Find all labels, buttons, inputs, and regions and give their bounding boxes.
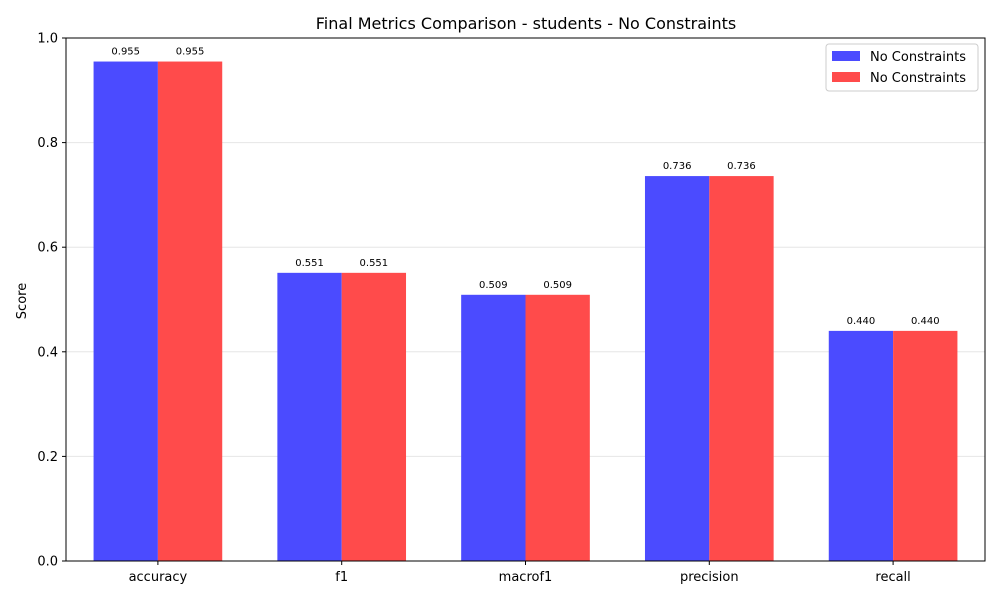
legend-swatch [832,72,860,82]
bar-f1-series-1 [277,272,342,561]
legend-swatch [832,51,860,61]
data-label: 0.736 [663,161,692,172]
x-tick-label: accuracy [129,570,188,585]
bar-recall-series-1 [828,330,894,561]
bar-macrof1-series-1 [461,294,526,561]
legend-box [825,43,979,92]
bar-accuracy-series-2 [157,61,223,561]
y-axis: 0.0 0.2 0.4 0.6 0.8 1.0 [37,32,66,570]
legend-label: No Constraints [870,71,966,86]
data-label: 0.736 [727,161,756,172]
data-label: 0.509 [479,280,508,291]
x-tick-label: precision [680,570,739,585]
chart-title: Final Metrics Comparison - students - No… [316,14,736,33]
legend: No Constraints No Constraints [825,43,979,92]
y-tick-label: 0.6 [37,241,58,256]
y-tick-label: 1.0 [37,32,58,47]
data-label: 0.955 [111,47,140,58]
data-label: 0.509 [543,280,572,291]
y-tick-label: 0.4 [37,345,58,360]
y-axis-label: Score [15,283,30,319]
bar-precision-series-2 [709,176,774,561]
bar-accuracy-series-1 [93,61,158,561]
y-tick-label: 0.8 [37,136,58,151]
y-tick-label: 0.0 [37,555,58,570]
legend-label: No Constraints [870,50,966,65]
y-tick-label: 0.2 [37,450,58,465]
data-labels: 0.955 0.955 0.551 0.551 0.509 0.509 0.736 0.736… [111,47,939,327]
data-label: 0.440 [847,316,876,327]
x-tick-label: macrof1 [499,570,553,585]
x-axis: accuracy f1 macrof1 precision recall [129,561,911,585]
x-tick-label: f1 [335,570,348,585]
data-label: 0.551 [360,258,389,269]
bar-f1-series-2 [341,272,407,561]
bar-recall-series-2 [893,330,958,561]
bar-precision-series-1 [644,176,710,561]
bars [93,61,958,561]
data-label: 0.955 [176,47,205,58]
bar-macrof1-series-2 [525,294,590,561]
data-label: 0.440 [911,316,940,327]
data-label: 0.551 [295,258,324,269]
x-tick-label: recall [875,570,910,585]
